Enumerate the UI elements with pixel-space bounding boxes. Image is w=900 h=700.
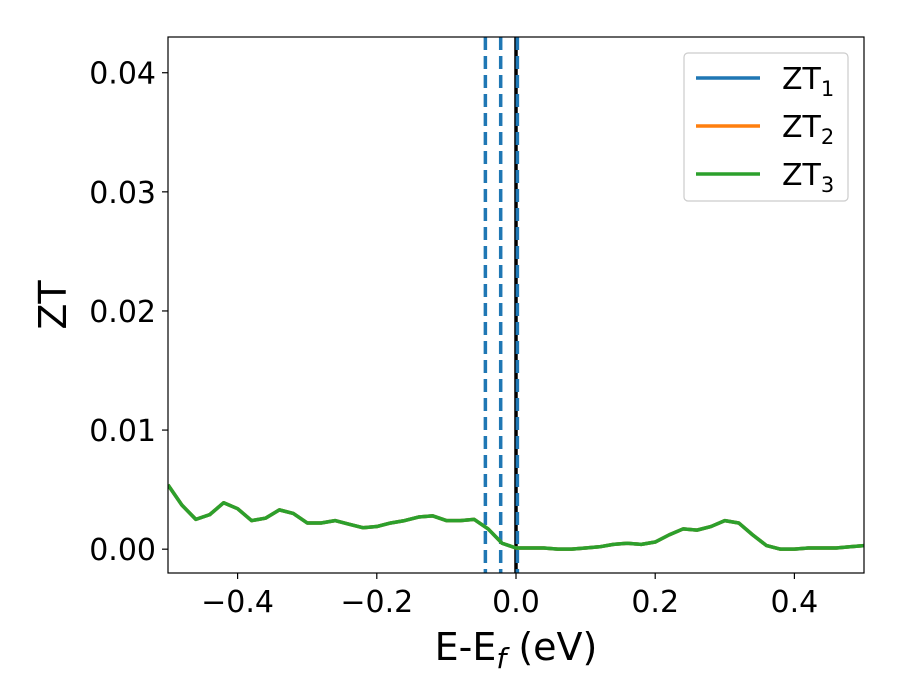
x-axis-label: E-Ef (eV) <box>435 625 598 675</box>
x-tick-label-1: −0.2 <box>340 585 413 620</box>
y-tick-label-1: 0.01 <box>89 414 156 449</box>
x-tick-label-2: 0.0 <box>492 585 540 620</box>
series-lines <box>168 483 864 551</box>
x-tick-label-4: 0.4 <box>771 585 819 620</box>
vertical-reference-lines <box>483 37 520 573</box>
series-line-3 <box>168 483 864 551</box>
legend-label-1: ZT1 <box>782 62 834 101</box>
y-tick-label-3: 0.03 <box>89 176 156 211</box>
y-axis-ticks: 0.00 0.01 0.02 0.03 0.04 <box>89 57 168 568</box>
y-tick-label-4: 0.04 <box>89 57 156 92</box>
y-tick-label-2: 0.02 <box>89 295 156 330</box>
legend: ZT1 ZT2 ZT3 <box>683 52 849 202</box>
x-tick-label-3: 0.2 <box>631 585 679 620</box>
x-axis-ticks: −0.4 −0.2 0.0 0.2 0.4 <box>201 573 818 620</box>
y-tick-label-0: 0.00 <box>89 533 156 568</box>
x-tick-label-0: −0.4 <box>201 585 274 620</box>
legend-box <box>683 52 849 202</box>
legend-label-2: ZT2 <box>782 110 834 149</box>
legend-label-3: ZT3 <box>782 158 834 197</box>
y-axis-label: ZT <box>31 280 75 330</box>
